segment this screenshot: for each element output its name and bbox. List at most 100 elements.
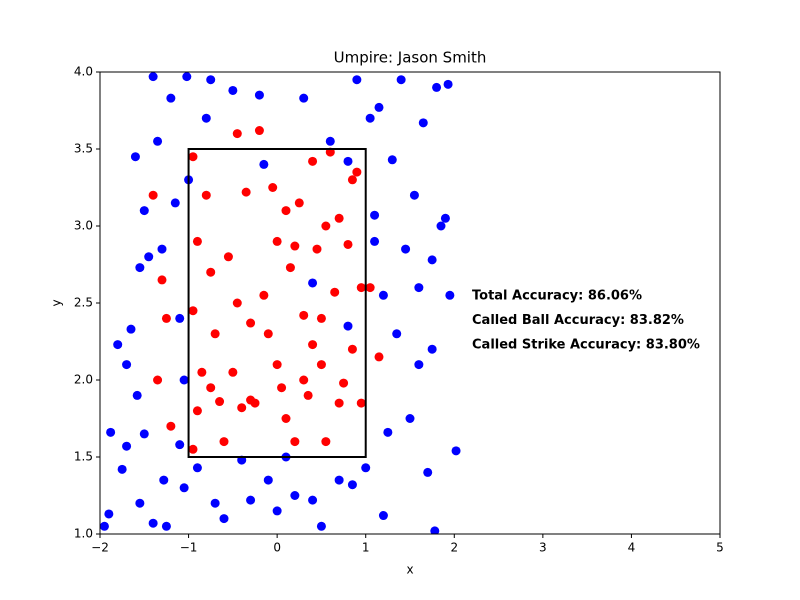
point	[352, 75, 362, 85]
point	[409, 190, 419, 200]
y-tick-label: 2.5	[74, 296, 93, 310]
point	[139, 429, 149, 439]
y-axis-label: y	[50, 299, 64, 306]
point	[299, 310, 309, 320]
point	[432, 82, 442, 92]
point	[312, 244, 322, 254]
point	[166, 421, 176, 431]
point	[401, 244, 411, 254]
x-tick-label: −2	[91, 541, 109, 555]
point	[246, 318, 256, 328]
y-tick-label: 1.5	[74, 450, 93, 464]
point	[347, 175, 357, 185]
point	[303, 390, 313, 400]
point	[299, 375, 309, 385]
point	[201, 190, 211, 200]
point	[281, 414, 291, 423]
x-tick-label: 2	[450, 541, 458, 555]
point	[215, 397, 225, 407]
x-axis-label: x	[406, 563, 413, 577]
point	[188, 306, 198, 316]
point	[365, 113, 375, 123]
point	[148, 518, 158, 528]
point	[316, 521, 326, 531]
annotation: Total Accuracy: 86.06%	[472, 289, 642, 304]
point	[272, 360, 282, 370]
point	[161, 313, 171, 323]
point	[334, 475, 344, 485]
point	[414, 360, 424, 370]
point	[277, 383, 287, 393]
point	[100, 521, 109, 531]
point	[263, 329, 273, 339]
point	[219, 437, 229, 447]
point	[430, 526, 440, 534]
x-tick-label: 3	[539, 541, 547, 555]
point	[228, 85, 238, 95]
point	[405, 414, 415, 423]
point	[299, 93, 309, 103]
point	[423, 467, 433, 477]
point	[356, 283, 366, 293]
point	[396, 75, 406, 85]
point	[144, 252, 154, 262]
point	[321, 437, 331, 447]
point	[308, 278, 318, 288]
annotation: Called Ball Accuracy: 83.82%	[472, 313, 684, 328]
point	[135, 498, 145, 508]
point	[263, 475, 273, 485]
point	[378, 511, 388, 521]
point	[237, 403, 247, 413]
point	[157, 275, 167, 285]
point	[383, 427, 393, 437]
y-tick-label: 4.0	[74, 65, 93, 79]
x-tick-label: −1	[180, 541, 198, 555]
point	[132, 390, 142, 400]
annotation: Called Strike Accuracy: 83.80%	[472, 338, 700, 353]
point	[206, 383, 216, 393]
point	[232, 129, 242, 139]
point	[106, 427, 116, 437]
point	[378, 290, 388, 300]
point	[414, 283, 424, 293]
point	[352, 167, 362, 177]
point	[254, 126, 264, 136]
point	[440, 213, 450, 223]
point	[347, 344, 357, 354]
point	[201, 113, 211, 123]
point	[148, 190, 158, 200]
point	[192, 236, 202, 246]
point	[206, 75, 216, 85]
point	[179, 483, 189, 493]
point	[122, 441, 132, 451]
point	[246, 495, 256, 505]
strike-zone	[187, 148, 367, 458]
x-tick-label: 5	[716, 541, 724, 555]
point	[246, 395, 256, 405]
point	[130, 152, 140, 162]
point	[104, 509, 114, 519]
point	[443, 79, 453, 89]
chart-title: Umpire: Jason Smith	[334, 49, 487, 67]
point	[392, 329, 402, 339]
point	[418, 118, 428, 128]
point	[153, 136, 163, 146]
point	[259, 159, 269, 169]
point	[387, 155, 397, 165]
point	[281, 206, 291, 216]
point	[254, 90, 264, 100]
point	[122, 360, 132, 370]
point	[290, 491, 300, 500]
point	[308, 340, 318, 350]
point	[374, 352, 384, 362]
y-tick-label: 2.0	[74, 373, 93, 387]
point	[219, 514, 229, 524]
point	[197, 367, 207, 377]
point	[182, 72, 192, 82]
point	[290, 437, 300, 447]
point	[316, 313, 326, 323]
point	[139, 206, 149, 216]
point	[427, 255, 437, 265]
point	[321, 221, 331, 231]
point	[343, 321, 353, 331]
